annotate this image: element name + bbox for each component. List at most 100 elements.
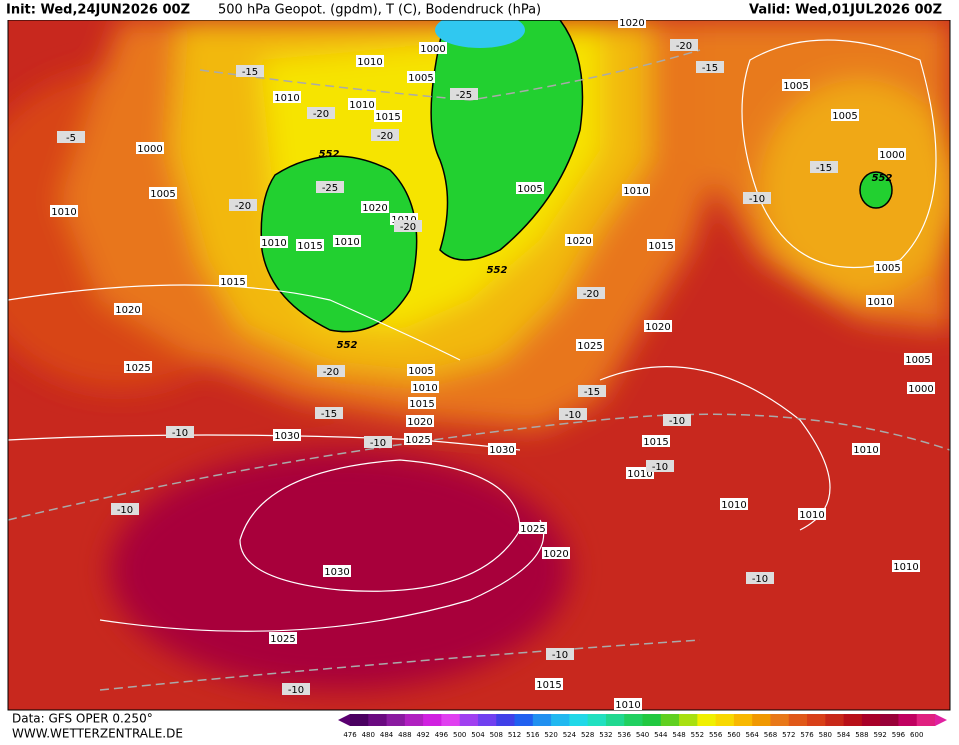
temperature-label: -25 <box>316 181 344 194</box>
map-title: 500 hPa Geopot. (gpdm), T (C), Bodendruc… <box>218 3 541 18</box>
colorbar-label: 580 <box>819 731 832 739</box>
label-text: 1010 <box>357 57 382 68</box>
isotherm-line <box>99 639 701 691</box>
colorbar-swatch <box>660 714 680 726</box>
colorbar-swatch <box>459 714 479 726</box>
isobar-label: 1020 <box>644 320 672 333</box>
isobar-label: 1010 <box>411 381 439 394</box>
label-text: -20 <box>583 289 599 300</box>
colorbar-label: 508 <box>490 731 503 739</box>
label-text: -10 <box>752 574 768 585</box>
isobar-line <box>8 434 521 451</box>
label-text: 1010 <box>893 562 918 573</box>
isobar-label: 1010 <box>50 205 78 218</box>
label-text: 1000 <box>908 384 933 395</box>
label-box <box>361 201 389 213</box>
label-text: 1010 <box>853 445 878 456</box>
label-text: 1000 <box>879 150 904 161</box>
colorbar-label: 484 <box>380 731 394 739</box>
label-box <box>323 565 351 577</box>
label-text: 552 <box>487 265 508 276</box>
colorbar-label: 520 <box>544 731 557 739</box>
temperature-label: -5 <box>57 131 85 144</box>
label-text: -25 <box>322 183 338 194</box>
colorbar-label: 548 <box>672 731 685 739</box>
label-text: 1020 <box>407 417 432 428</box>
colorbar-label: 532 <box>599 731 612 739</box>
label-text: 552 <box>319 149 340 160</box>
isotherm-line <box>8 413 950 521</box>
temperature-label: -20 <box>371 129 399 142</box>
label-text: 1005 <box>408 366 433 377</box>
colorbar-swatch <box>605 714 625 726</box>
temperature-label: -15 <box>315 407 343 420</box>
label-text: -20 <box>400 222 416 233</box>
field-yellow <box>760 80 950 300</box>
label-box <box>111 503 139 515</box>
colorbar-label: 588 <box>855 731 868 739</box>
valid-time: Valid: Wed,01JUL2026 00Z <box>749 3 942 18</box>
label-text: 1030 <box>324 567 349 578</box>
isobar-label: 1000 <box>419 42 447 55</box>
colorbar-swatch <box>807 714 826 726</box>
temperature-label: -20 <box>317 365 345 378</box>
label-text: 1025 <box>270 634 295 645</box>
temperature-label: -10 <box>364 436 392 449</box>
colorbar-swatch <box>916 714 936 726</box>
label-box <box>488 443 516 455</box>
colorbar-label: 596 <box>892 731 906 739</box>
label-text: 1020 <box>543 549 568 560</box>
colorbar-swatch <box>752 714 771 726</box>
label-box <box>831 109 859 121</box>
label-text: 1020 <box>645 322 670 333</box>
label-text: -15 <box>702 63 718 74</box>
geopotential-label: 552 <box>337 340 358 351</box>
colorbar-label: 496 <box>435 731 449 739</box>
label-box <box>892 560 920 572</box>
label-box <box>57 131 85 143</box>
field-green <box>859 171 893 209</box>
label-box <box>622 184 650 196</box>
temperature-label: -10 <box>663 414 691 427</box>
label-box <box>260 236 288 248</box>
temperature-label: -10 <box>282 683 310 696</box>
colorbar-swatch <box>624 714 643 726</box>
colorbar-swatch <box>788 714 808 726</box>
temperature-label: -15 <box>236 65 264 78</box>
isobar-label: 1010 <box>892 560 920 573</box>
temperature-label: -15 <box>810 161 838 174</box>
colorbar-label: 556 <box>709 731 723 739</box>
isobar-label: 1030 <box>323 565 351 578</box>
temperature-label: -10 <box>746 572 774 585</box>
colorbar-swatch <box>404 714 424 726</box>
isobar-label: 1005 <box>831 109 859 122</box>
label-box <box>166 426 194 438</box>
isobar-line <box>99 519 545 632</box>
field-green <box>430 20 584 261</box>
colorbar-swatch <box>532 714 552 726</box>
isobar-label: 1005 <box>407 364 435 377</box>
isobar-label: 1010 <box>273 91 301 104</box>
temperature-label: -10 <box>646 460 674 473</box>
label-text: 1005 <box>905 355 930 366</box>
isobar-line <box>599 366 831 531</box>
label-text: 1015 <box>536 680 561 691</box>
temperature-label: -20 <box>670 39 698 52</box>
isobar-label: 1020 <box>565 234 593 247</box>
label-box <box>136 142 164 154</box>
label-box <box>644 320 672 332</box>
label-text: 1025 <box>405 435 430 446</box>
colorbar-label: 540 <box>636 731 649 739</box>
label-box <box>317 365 345 377</box>
isobar-label: 1010 <box>622 184 650 197</box>
isobar-label: 1025 <box>519 522 547 535</box>
label-text: -20 <box>323 367 339 378</box>
isobar-label: 1005 <box>407 71 435 84</box>
colorbar-label: 572 <box>782 731 795 739</box>
label-text: 1015 <box>297 241 322 252</box>
label-box <box>542 547 570 559</box>
label-box <box>394 220 422 232</box>
isobar-label: 1010 <box>260 236 288 249</box>
isobar-label: 1015 <box>219 275 247 288</box>
